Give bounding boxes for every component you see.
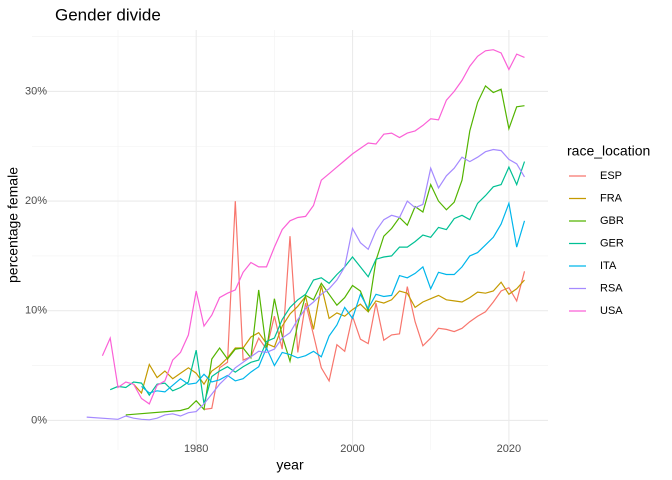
grid xyxy=(32,30,548,450)
x-axis-title: year xyxy=(276,457,304,473)
series-line xyxy=(86,148,526,421)
legend-label: ESP xyxy=(600,170,622,182)
y-tick-label: 20% xyxy=(25,195,47,207)
legend-title: race_location xyxy=(567,143,650,159)
legend-label: ITA xyxy=(600,260,617,272)
series-line xyxy=(101,49,525,405)
x-tick-label: 1980 xyxy=(184,443,208,455)
y-tick-label: 10% xyxy=(25,305,47,317)
lines xyxy=(86,49,526,421)
series-line xyxy=(133,279,525,395)
series-line xyxy=(109,161,526,405)
legend-label: RSA xyxy=(600,282,623,294)
series-line xyxy=(125,84,525,416)
y-axis-title: percentage female xyxy=(5,167,21,283)
x-tick-label: 2020 xyxy=(497,443,521,455)
chart-title: Gender divide xyxy=(55,5,161,24)
x-tick-label: 2000 xyxy=(340,443,364,455)
legend-label: USA xyxy=(600,305,623,317)
series-line xyxy=(141,201,526,394)
series-line xyxy=(203,201,526,410)
y-tick-label: 30% xyxy=(25,85,47,97)
legend-label: FRA xyxy=(600,192,623,204)
legend-label: GBR xyxy=(600,215,624,227)
y-tick-label: 0% xyxy=(31,414,47,426)
legend-label: GER xyxy=(600,237,624,249)
